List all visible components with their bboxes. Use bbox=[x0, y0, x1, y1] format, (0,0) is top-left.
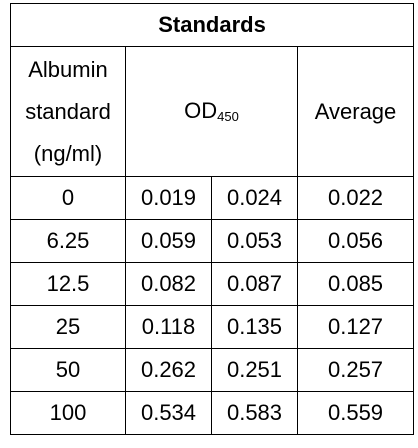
albumin-header-line2: standard bbox=[25, 98, 111, 124]
standard-cell: 100 bbox=[10, 391, 126, 435]
table-row: 100 0.534 0.583 0.559 bbox=[10, 391, 415, 435]
od-reading-2-cell: 0.024 bbox=[211, 176, 298, 220]
average-cell: 0.257 bbox=[296, 348, 415, 392]
standard-cell: 25 bbox=[10, 305, 126, 349]
standard-cell: 6.25 bbox=[10, 219, 126, 263]
table-title-row: Standards bbox=[9, 3, 415, 47]
average-cell: 0.559 bbox=[296, 391, 415, 435]
od-reading-1-cell: 0.118 bbox=[125, 305, 212, 349]
albumin-header-line1: Albumin bbox=[28, 56, 108, 82]
od-reading-2-cell: 0.053 bbox=[211, 219, 298, 263]
standard-cell: 0 bbox=[10, 176, 126, 220]
standards-table: Standards Albumin standard (ng/ml) OD450… bbox=[9, 3, 415, 435]
table-row: 0 0.019 0.024 0.022 bbox=[10, 176, 415, 220]
albumin-header-line3: (ng/ml) bbox=[33, 140, 103, 166]
od-reading-2-cell: 0.135 bbox=[211, 305, 298, 349]
table-row: 50 0.262 0.251 0.257 bbox=[10, 348, 415, 392]
average-cell: 0.127 bbox=[296, 305, 415, 349]
od-reading-1-cell: 0.019 bbox=[125, 176, 212, 220]
od-reading-1-cell: 0.262 bbox=[125, 348, 212, 392]
average-header: Average bbox=[296, 46, 415, 177]
od450-header: OD450 bbox=[125, 46, 298, 177]
standard-cell: 12.5 bbox=[10, 262, 126, 306]
average-cell: 0.085 bbox=[296, 262, 415, 306]
table-row: 6.25 0.059 0.053 0.056 bbox=[10, 219, 415, 263]
od-reading-1-cell: 0.534 bbox=[125, 391, 212, 435]
od-reading-1-cell: 0.082 bbox=[125, 262, 212, 306]
table-row: 25 0.118 0.135 0.127 bbox=[10, 305, 415, 349]
od-header-subscript: 450 bbox=[217, 109, 239, 125]
average-cell: 0.056 bbox=[296, 219, 415, 263]
table-row: 12.5 0.082 0.087 0.085 bbox=[10, 262, 415, 306]
table-header-row: Albumin standard (ng/ml) OD450 Average bbox=[10, 46, 415, 177]
od-reading-2-cell: 0.251 bbox=[211, 348, 298, 392]
table-title: Standards bbox=[9, 3, 415, 47]
albumin-standard-header: Albumin standard (ng/ml) bbox=[10, 46, 126, 177]
od-reading-1-cell: 0.059 bbox=[125, 219, 212, 263]
od-reading-2-cell: 0.087 bbox=[211, 262, 298, 306]
average-cell: 0.022 bbox=[296, 176, 415, 220]
od-reading-2-cell: 0.583 bbox=[211, 391, 298, 435]
od-header-main: OD bbox=[184, 98, 218, 124]
standard-cell: 50 bbox=[10, 348, 126, 392]
